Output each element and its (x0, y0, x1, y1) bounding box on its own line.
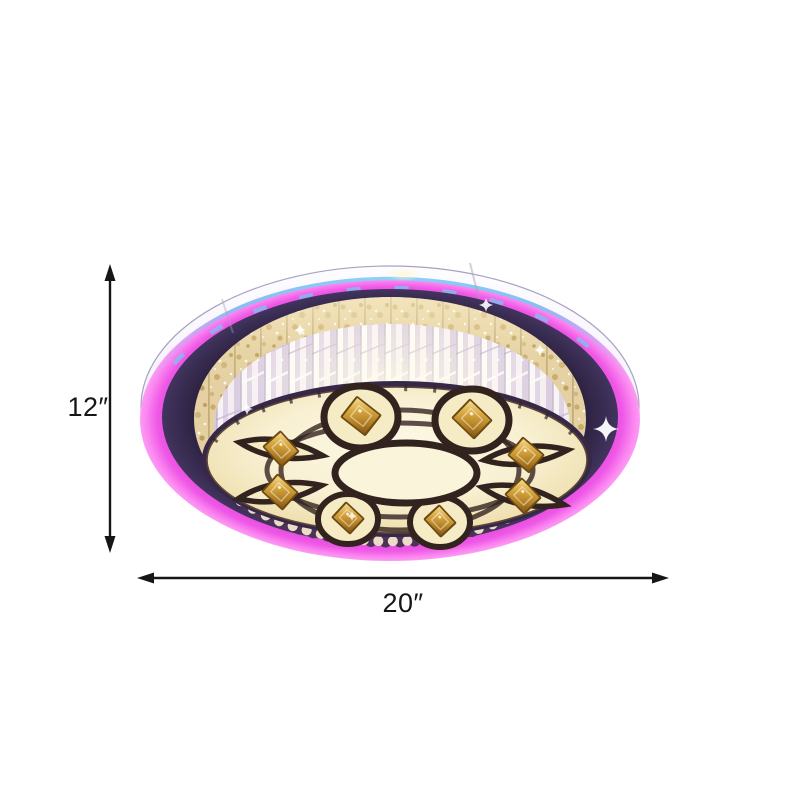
sparkle-icon (534, 344, 546, 356)
crystal-diamond (507, 436, 545, 474)
height-arrow-up-icon (104, 264, 116, 281)
center-medallion (331, 439, 481, 507)
amber-diamonds (261, 396, 545, 538)
crystal-diamond (331, 501, 365, 535)
width-arrow-left-icon (137, 572, 154, 584)
led-blue-arc (152, 276, 628, 381)
crystal-diamond (340, 396, 382, 436)
sparkle-icon (294, 324, 306, 336)
width-dimension-label: 20″ (382, 588, 423, 618)
sparkle-icon (593, 416, 619, 442)
sparkle-icon (241, 403, 253, 415)
sparkle-icon (479, 298, 493, 312)
sparkle-icon (347, 511, 357, 521)
sparkle-highlights (241, 298, 619, 521)
crystal-diamond (504, 477, 542, 515)
width-arrow-right-icon (652, 572, 669, 584)
panel-clip-ticks (211, 384, 583, 444)
petal-wreath (231, 382, 576, 550)
led-blue-dashes (172, 285, 608, 366)
crystal-diamond (261, 473, 299, 511)
crystal-diamond (423, 504, 457, 538)
height-dimension: 12″ (67, 264, 116, 553)
crystal-diamond (451, 398, 493, 440)
shell-glow-spot (386, 267, 422, 281)
shell-seam (469, 262, 480, 300)
width-dimension: 20″ (137, 572, 669, 618)
light-fixture (140, 262, 640, 561)
shell-seam (221, 298, 234, 334)
height-dimension-label: 12″ (67, 392, 108, 422)
crystal-diamond (262, 430, 300, 468)
height-arrow-down-icon (104, 536, 116, 553)
